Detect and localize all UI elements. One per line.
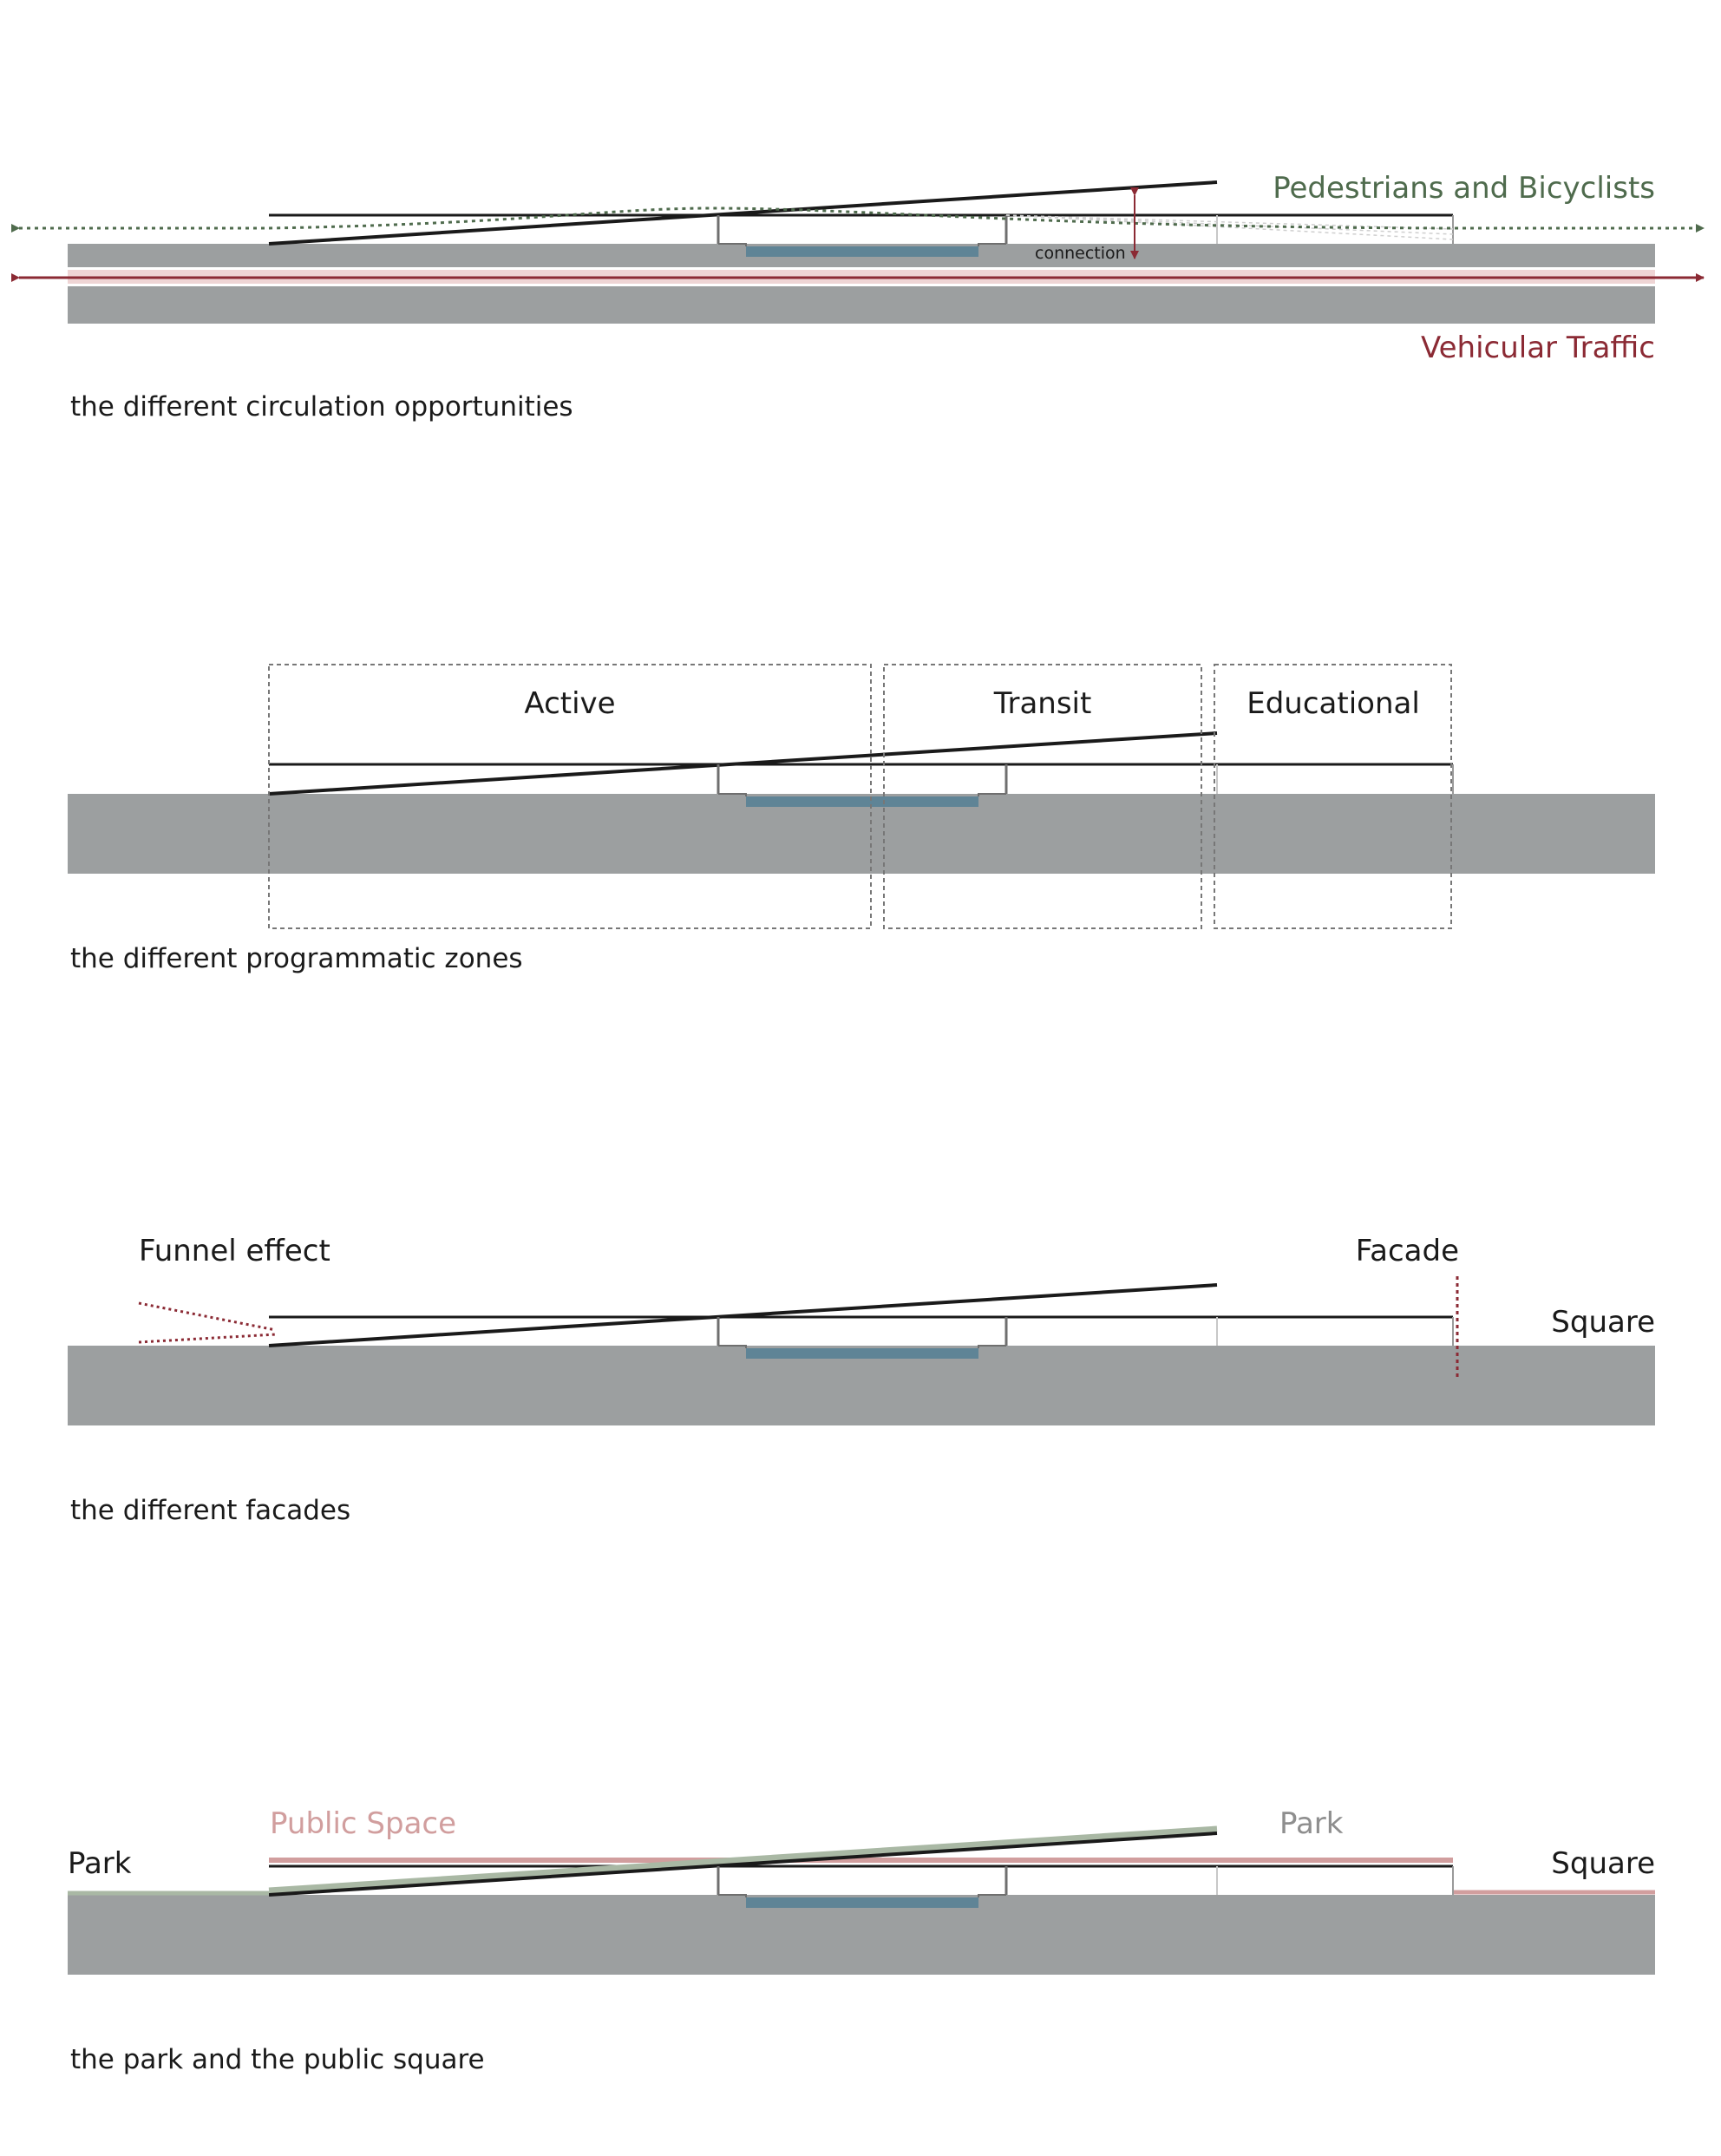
caption-park: the park and the public square xyxy=(70,2044,485,2075)
zone-box-educational xyxy=(1214,664,1452,929)
water-basin xyxy=(746,246,978,257)
ramp xyxy=(268,180,1218,246)
panel-facades: Funnel effect Facade Square the differen… xyxy=(68,1234,1655,1526)
pedestrians-label: Pedestrians and Bicyclists xyxy=(1273,171,1655,206)
caption-facades: the different facades xyxy=(70,1495,350,1526)
zone-label-transit: Transit xyxy=(993,686,1092,721)
facade-label: Facade xyxy=(1356,1234,1459,1268)
water-basin xyxy=(746,1348,978,1359)
park-label-left: Park xyxy=(68,1846,132,1881)
square-label: Square xyxy=(1551,1846,1655,1881)
basin-outline xyxy=(718,243,1006,246)
ground-block xyxy=(68,1346,1655,1425)
ramp xyxy=(268,1283,1218,1347)
zone-box-active xyxy=(268,664,872,929)
park-label-right: Park xyxy=(1279,1806,1344,1841)
ramp xyxy=(268,1832,1218,1897)
panel-park: Public Space Park Park Square the park a… xyxy=(68,1806,1655,2075)
ground-lower xyxy=(68,286,1655,324)
caption-zones: the different programmatic zones xyxy=(70,943,523,974)
ground-block xyxy=(68,1895,1655,1975)
ground-block xyxy=(68,794,1655,874)
funnel-label: Funnel effect xyxy=(139,1234,330,1268)
panel-zones: Active Transit Educational the different… xyxy=(68,664,1655,974)
water-basin xyxy=(746,1897,978,1908)
panel-circulation: connection Pedestrians and Bicyclists Ve… xyxy=(11,171,1705,423)
zone-box-transit xyxy=(883,664,1202,929)
zone-label-active: Active xyxy=(524,686,615,721)
public-space-label: Public Space xyxy=(270,1806,456,1841)
caption-circulation: the different circulation opportunities xyxy=(70,391,573,423)
connection-label: connection xyxy=(1035,244,1126,263)
basin-outline xyxy=(718,1894,1006,1897)
square-label: Square xyxy=(1551,1305,1655,1340)
vehicular-label: Vehicular Traffic xyxy=(1421,331,1655,365)
park-ramp-strip xyxy=(268,1825,1218,1894)
pedestrian-circulation-arrow xyxy=(11,206,1705,233)
zone-label-educational: Educational xyxy=(1247,686,1420,721)
basin-outline xyxy=(718,1345,1006,1348)
basin-outline xyxy=(718,793,1006,796)
water-basin xyxy=(746,796,978,807)
funnel-effect-lines xyxy=(138,1301,277,1344)
ramp xyxy=(268,731,1218,796)
